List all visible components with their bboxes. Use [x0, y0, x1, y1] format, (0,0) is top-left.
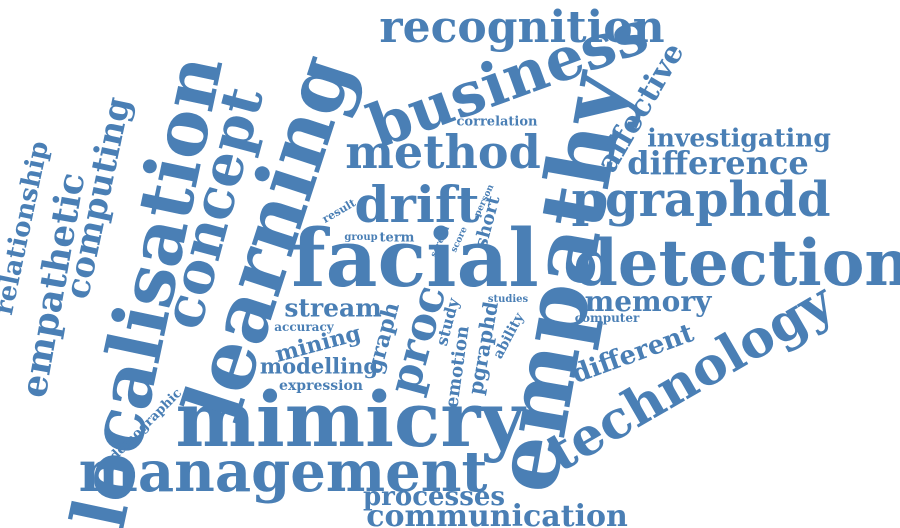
word-mimicry: mimicry [175, 375, 525, 464]
word-facial: facial [291, 211, 539, 305]
word-drift: drift [354, 175, 480, 234]
word-computer: computer [574, 311, 640, 325]
word-group: group [344, 232, 378, 243]
word-stream: stream [284, 293, 382, 323]
word-processes: processes [362, 482, 506, 512]
word-memory: memory [584, 285, 712, 318]
word-difference: difference [627, 144, 809, 182]
word-method: method [345, 125, 541, 179]
word-accuracy: accuracy [274, 320, 334, 334]
word-detection: detection [573, 226, 900, 301]
word-expression: expression [279, 378, 363, 394]
word-pgraphdd: pgraphdd [571, 172, 831, 228]
word-studies: studies [487, 294, 529, 305]
word-term: term [379, 230, 415, 246]
word-correlation: correlation [456, 114, 538, 130]
word-recognition: recognition [379, 2, 665, 53]
word-management: management [78, 439, 488, 505]
word-investigating: investigating [647, 123, 831, 153]
word-modelling: modelling [259, 353, 379, 379]
word-communication: communication [366, 499, 628, 528]
